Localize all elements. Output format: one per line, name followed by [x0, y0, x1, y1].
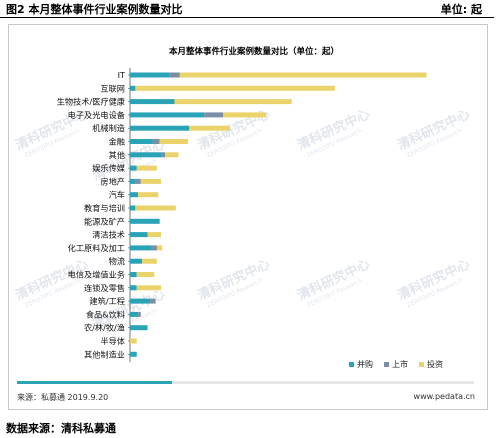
- unit-label: 单位: 起: [440, 3, 482, 16]
- bar-segment-并购: [130, 205, 136, 211]
- category-label: 连锁及零售: [84, 283, 125, 293]
- bar-segment-投资: [142, 258, 157, 264]
- category-label: 房地产: [100, 176, 125, 186]
- bar-segment-并购: [130, 258, 143, 264]
- accent-bar: [17, 381, 172, 384]
- bar-segment-上市: [161, 152, 166, 158]
- bars-layer: IT 互联网生物技术/医疗健康电子及光电设备机械制造金融其他娱乐传媒房地产汽车教育…: [57, 70, 427, 359]
- category-label: 金融: [109, 137, 125, 147]
- header: 图2 本月整体事件行业案例数量对比 单位: 起: [0, 0, 494, 18]
- category-label: 其他制造业: [84, 349, 125, 359]
- legend: 并购 上市 投资: [349, 359, 443, 369]
- legend-label: 并购: [357, 359, 373, 369]
- legend-label: 投资: [427, 359, 443, 369]
- legend-swatch: [384, 362, 389, 367]
- bar-segment-并购: [130, 325, 148, 331]
- bar-segment-投资: [223, 112, 267, 118]
- bar-segment-投资: [189, 125, 230, 131]
- category-label: 清洁技术: [92, 230, 125, 240]
- category-label: 建筑/工程: [89, 296, 125, 306]
- bar-segment-上市: [204, 112, 223, 118]
- figure-title: 图2 本月整体事件行业案例数量对比: [6, 3, 183, 16]
- category-label: 电子及光电设备: [68, 110, 125, 120]
- legend-swatch: [419, 362, 424, 367]
- legend-swatch: [349, 362, 354, 367]
- bar-segment-并购: [130, 245, 152, 251]
- bar-segment-投资: [135, 205, 176, 211]
- bar-segment-并购: [130, 85, 136, 91]
- bar-segment-投资: [140, 178, 161, 184]
- category-label: 农/林/牧/渔: [84, 323, 125, 333]
- category-label: 能源及矿产: [84, 216, 125, 226]
- bar-segment-并购: [130, 165, 137, 171]
- category-label: 娱乐传媒: [92, 163, 125, 173]
- bar-segment-投资: [136, 165, 157, 171]
- category-label: IT: [118, 70, 126, 80]
- bar-segment-并购: [130, 72, 170, 78]
- category-label: 汽车: [109, 190, 125, 200]
- category-label: 半导体: [100, 336, 125, 346]
- bar-segment-并购: [130, 285, 137, 291]
- bar-segment-并购: [130, 112, 205, 118]
- bar-segment-并购: [130, 311, 139, 317]
- legend-label: 上市: [392, 359, 408, 369]
- source-note: 来源：私募通 2019.9.20: [17, 393, 109, 402]
- bar-segment-投资: [147, 232, 161, 238]
- category-label: 互联网: [100, 83, 125, 93]
- bar-segment-投资: [136, 285, 161, 291]
- bar-segment-上市: [135, 178, 141, 184]
- bar-segment-投资: [136, 272, 155, 277]
- bar-segment-并购: [130, 192, 139, 198]
- category-label: 食品&饮料: [86, 309, 125, 319]
- bar-segment-投资: [138, 192, 159, 198]
- bar-segment-上市: [138, 311, 141, 317]
- chart-title: 本月整体事件行业案例数量对比（单位：起）: [169, 46, 339, 57]
- bar-segment-并购: [130, 272, 137, 277]
- data-source-footer: 数据来源：清科私募通: [6, 422, 116, 435]
- bar-segment-投资: [174, 99, 292, 105]
- site-url: www.pedata.cn: [413, 392, 475, 401]
- category-label: 机械制造: [92, 123, 125, 133]
- bar-segment-并购: [130, 152, 161, 158]
- bar-segment-并购: [130, 125, 190, 131]
- bar-segment-投资: [130, 338, 137, 344]
- category-label: 电信及增值业务: [68, 270, 125, 280]
- bar-segment-并购: [130, 99, 175, 105]
- bar-segment-投资: [159, 139, 188, 144]
- bar-segment-投资: [165, 152, 179, 158]
- category-label: 生物技术/医疗健康: [57, 97, 125, 107]
- bar-segment-并购: [130, 178, 136, 184]
- category-label: 物流: [109, 256, 125, 266]
- category-label: 化工原料及加工: [68, 243, 125, 253]
- bar-segment-并购: [130, 351, 137, 357]
- bar-segment-并购: [130, 232, 148, 238]
- bar-segment-并购: [130, 139, 153, 144]
- bar-segment-投资: [156, 245, 163, 251]
- bar-segment-并购: [130, 298, 151, 304]
- accent-bar-light: [172, 381, 474, 384]
- bar-segment-上市: [169, 72, 180, 78]
- bar-segment-投资: [179, 72, 427, 78]
- bar-segment-上市: [150, 298, 156, 304]
- bar-segment-上市: [152, 139, 160, 144]
- bar-segment-投资: [135, 85, 335, 91]
- bar-segment-上市: [151, 245, 157, 251]
- category-label: 其他: [109, 150, 125, 160]
- category-label: 教育与培训: [84, 203, 125, 213]
- bar-segment-并购: [130, 218, 160, 224]
